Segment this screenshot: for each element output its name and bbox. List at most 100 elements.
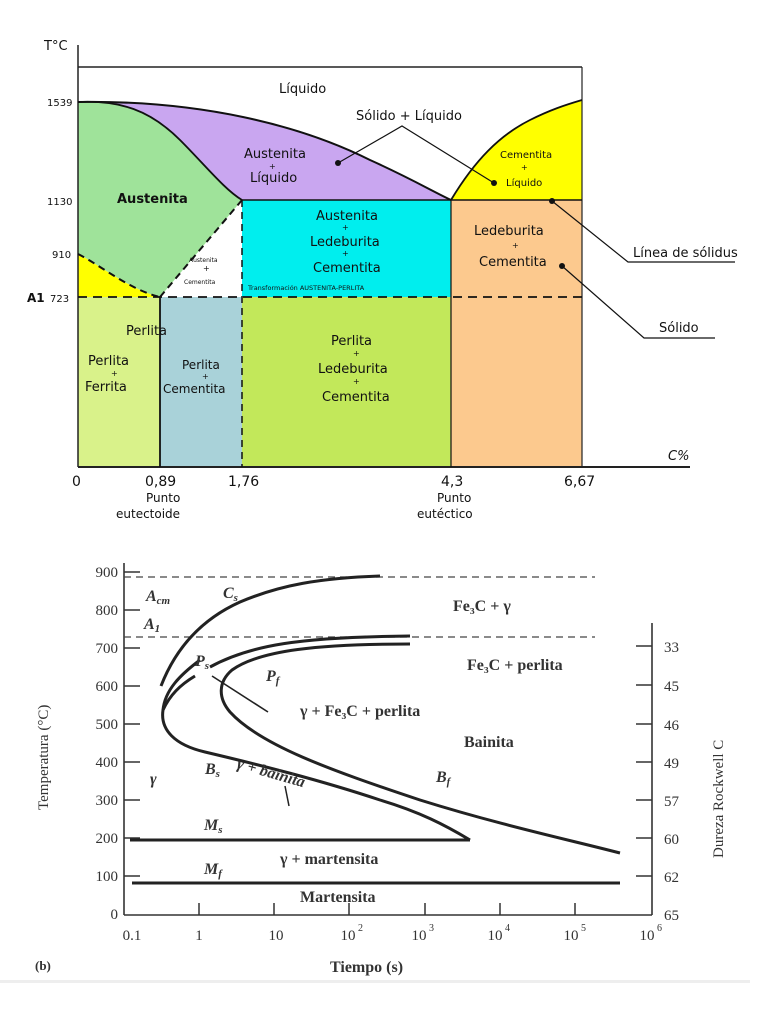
label-perlita-cementita-2: Cementita xyxy=(163,382,226,396)
tick-x-43: 4,3 xyxy=(441,474,463,490)
note-eutectoide-2: eutectoide xyxy=(116,507,180,521)
label-ps: Ps xyxy=(194,653,209,672)
iron-carbon-phase-diagram: T°C C% 1539 1130 910 A1 723 0 0,89 1,76 … xyxy=(27,39,738,521)
label-plc-plus2: + xyxy=(353,377,360,386)
label-acm: Acm xyxy=(145,588,171,607)
label-ledeburita-cementita-1: Ledeburita xyxy=(474,224,544,239)
pointer-arrow xyxy=(211,675,269,713)
label-perlita-cementita-plus: + xyxy=(202,372,209,381)
y-tick-500: 500 xyxy=(96,717,119,733)
xlabel-tiempo: Tiempo (s) xyxy=(330,959,403,976)
label-cementita-liquido-2: Líquido xyxy=(506,177,542,189)
y-tick-300: 300 xyxy=(96,793,119,809)
label-gamma-bainita: γ + bainita xyxy=(235,756,307,792)
label-pf: Pf xyxy=(265,668,281,687)
y2-tick-57: 57 xyxy=(664,794,680,810)
pointer-solido-liquido xyxy=(337,125,495,184)
label-gamma: γ xyxy=(150,771,157,788)
x-exp-5: 5 xyxy=(581,923,586,934)
region-perlita-cementita xyxy=(160,297,242,467)
page-divider xyxy=(0,980,750,983)
region-ferrita-austenita xyxy=(78,254,160,297)
label-austenita: Austenita xyxy=(117,192,188,207)
label-cementita-liquido-1: Cementita xyxy=(500,150,552,161)
y-tick-900: 900 xyxy=(96,565,119,581)
label-bs: Bs xyxy=(204,761,220,780)
label-solido: Sólido xyxy=(659,321,699,336)
y-tick-0: 0 xyxy=(111,907,119,923)
x-tick-1e4: 10 xyxy=(488,928,503,944)
y-tick-400: 400 xyxy=(96,755,119,771)
note-eutectico-2: eutéctico xyxy=(417,507,473,521)
label-linea-solidus: Línea de sólidus xyxy=(633,246,738,261)
label-austenita-liquido-2: Líquido xyxy=(250,171,297,186)
label-plc-1: Perlita xyxy=(331,334,372,349)
cs-curve xyxy=(159,574,381,687)
label-ale-plus2: + xyxy=(342,249,349,258)
label-ale-3: Cementita xyxy=(313,261,381,276)
label-bf: Bf xyxy=(435,769,452,788)
label-fe3c-perlita: Fe₃C + perlita xyxy=(467,657,563,674)
y-tick-100: 100 xyxy=(96,869,119,885)
y2label-dureza: Dureza Rockwell C xyxy=(711,740,727,858)
bs-curve xyxy=(161,658,471,842)
label-gamma-martensita: γ + martensita xyxy=(279,851,378,868)
region-cementita-liquido xyxy=(451,100,582,200)
y-tick-200: 200 xyxy=(96,831,119,847)
label-solido-liquido: Sólido + Líquido xyxy=(356,109,462,124)
x-exp-3: 3 xyxy=(429,923,434,934)
label-ms: Ms xyxy=(203,817,223,836)
label-transformacion: Transformación AUSTENITA-PERLITA xyxy=(247,284,365,292)
ylabel-temperatura: Temperatura (°C) xyxy=(36,705,52,810)
tick-1130: 1130 xyxy=(47,197,72,208)
temperature-axis-label: T°C xyxy=(43,39,68,54)
label-cementita-liquido-plus: + xyxy=(521,163,528,172)
ps-curve xyxy=(209,634,411,669)
y2-tick-62: 62 xyxy=(664,870,679,886)
y2-tick-46: 46 xyxy=(664,718,680,734)
label-gamma-fe3c-perlita: γ + Fe₃C + perlita xyxy=(299,703,420,720)
tick-x-0: 0 xyxy=(72,474,81,490)
x-exp-6: 6 xyxy=(657,923,662,934)
label-ale-1: Austenita xyxy=(316,209,378,224)
pointer-linea-solidus xyxy=(551,200,735,263)
region-perlita-ledeburita-cementita xyxy=(242,297,451,467)
carbon-axis-label: C% xyxy=(668,449,689,464)
region-austenita-liquido xyxy=(78,101,451,200)
tick-723: 723 xyxy=(50,294,69,305)
label-plc-2: Ledeburita xyxy=(318,362,388,377)
label-ledeburita-cementita-2: Cementita xyxy=(479,255,547,270)
tick-1539: 1539 xyxy=(47,98,72,109)
y2-tick-45: 45 xyxy=(664,679,679,695)
y2-tick-49: 49 xyxy=(664,756,679,772)
label-perlita-ferrita-1: Perlita xyxy=(88,354,129,369)
x-tick-1e2: 10 xyxy=(341,928,356,944)
x-tick-1e3: 10 xyxy=(412,928,427,944)
label-austenita-liquido-1: Austenita xyxy=(244,147,306,162)
y-tick-700: 700 xyxy=(96,641,119,657)
label-bainita: Bainita xyxy=(464,734,514,751)
label-perlita-cementita-1: Perlita xyxy=(182,358,220,372)
y-tick-600: 600 xyxy=(96,679,119,695)
label-ledeburita-cementita-plus: + xyxy=(512,241,519,250)
label-perlita-ferrita-2: Ferrita xyxy=(85,380,127,395)
pf-bf-curve xyxy=(219,642,621,855)
tick-x-667: 6,67 xyxy=(564,474,595,490)
label-mf: Mf xyxy=(203,861,223,880)
label-ale-plus1: + xyxy=(342,223,349,232)
x-exp-2: 2 xyxy=(358,923,363,934)
label-martensita: Martensita xyxy=(300,889,376,906)
x-tick-10: 10 xyxy=(269,928,284,944)
label-austenita-liquido-plus: + xyxy=(269,162,276,171)
label-fe3c-gamma: Fe₃C + γ xyxy=(453,598,511,615)
label-austenita-cementita-plus: + xyxy=(203,264,210,273)
tick-a1: A1 xyxy=(27,291,45,305)
label-perlita: Perlita xyxy=(126,324,167,339)
label-a1: A1 xyxy=(143,616,160,635)
x-tick-1: 1 xyxy=(195,928,203,944)
pointer-solido xyxy=(561,265,715,339)
tick-x-176: 1,76 xyxy=(228,474,259,490)
region-perlita-ferrita xyxy=(78,297,160,467)
label-plc-plus1: + xyxy=(353,349,360,358)
tick-x-089: 0,89 xyxy=(145,474,176,490)
